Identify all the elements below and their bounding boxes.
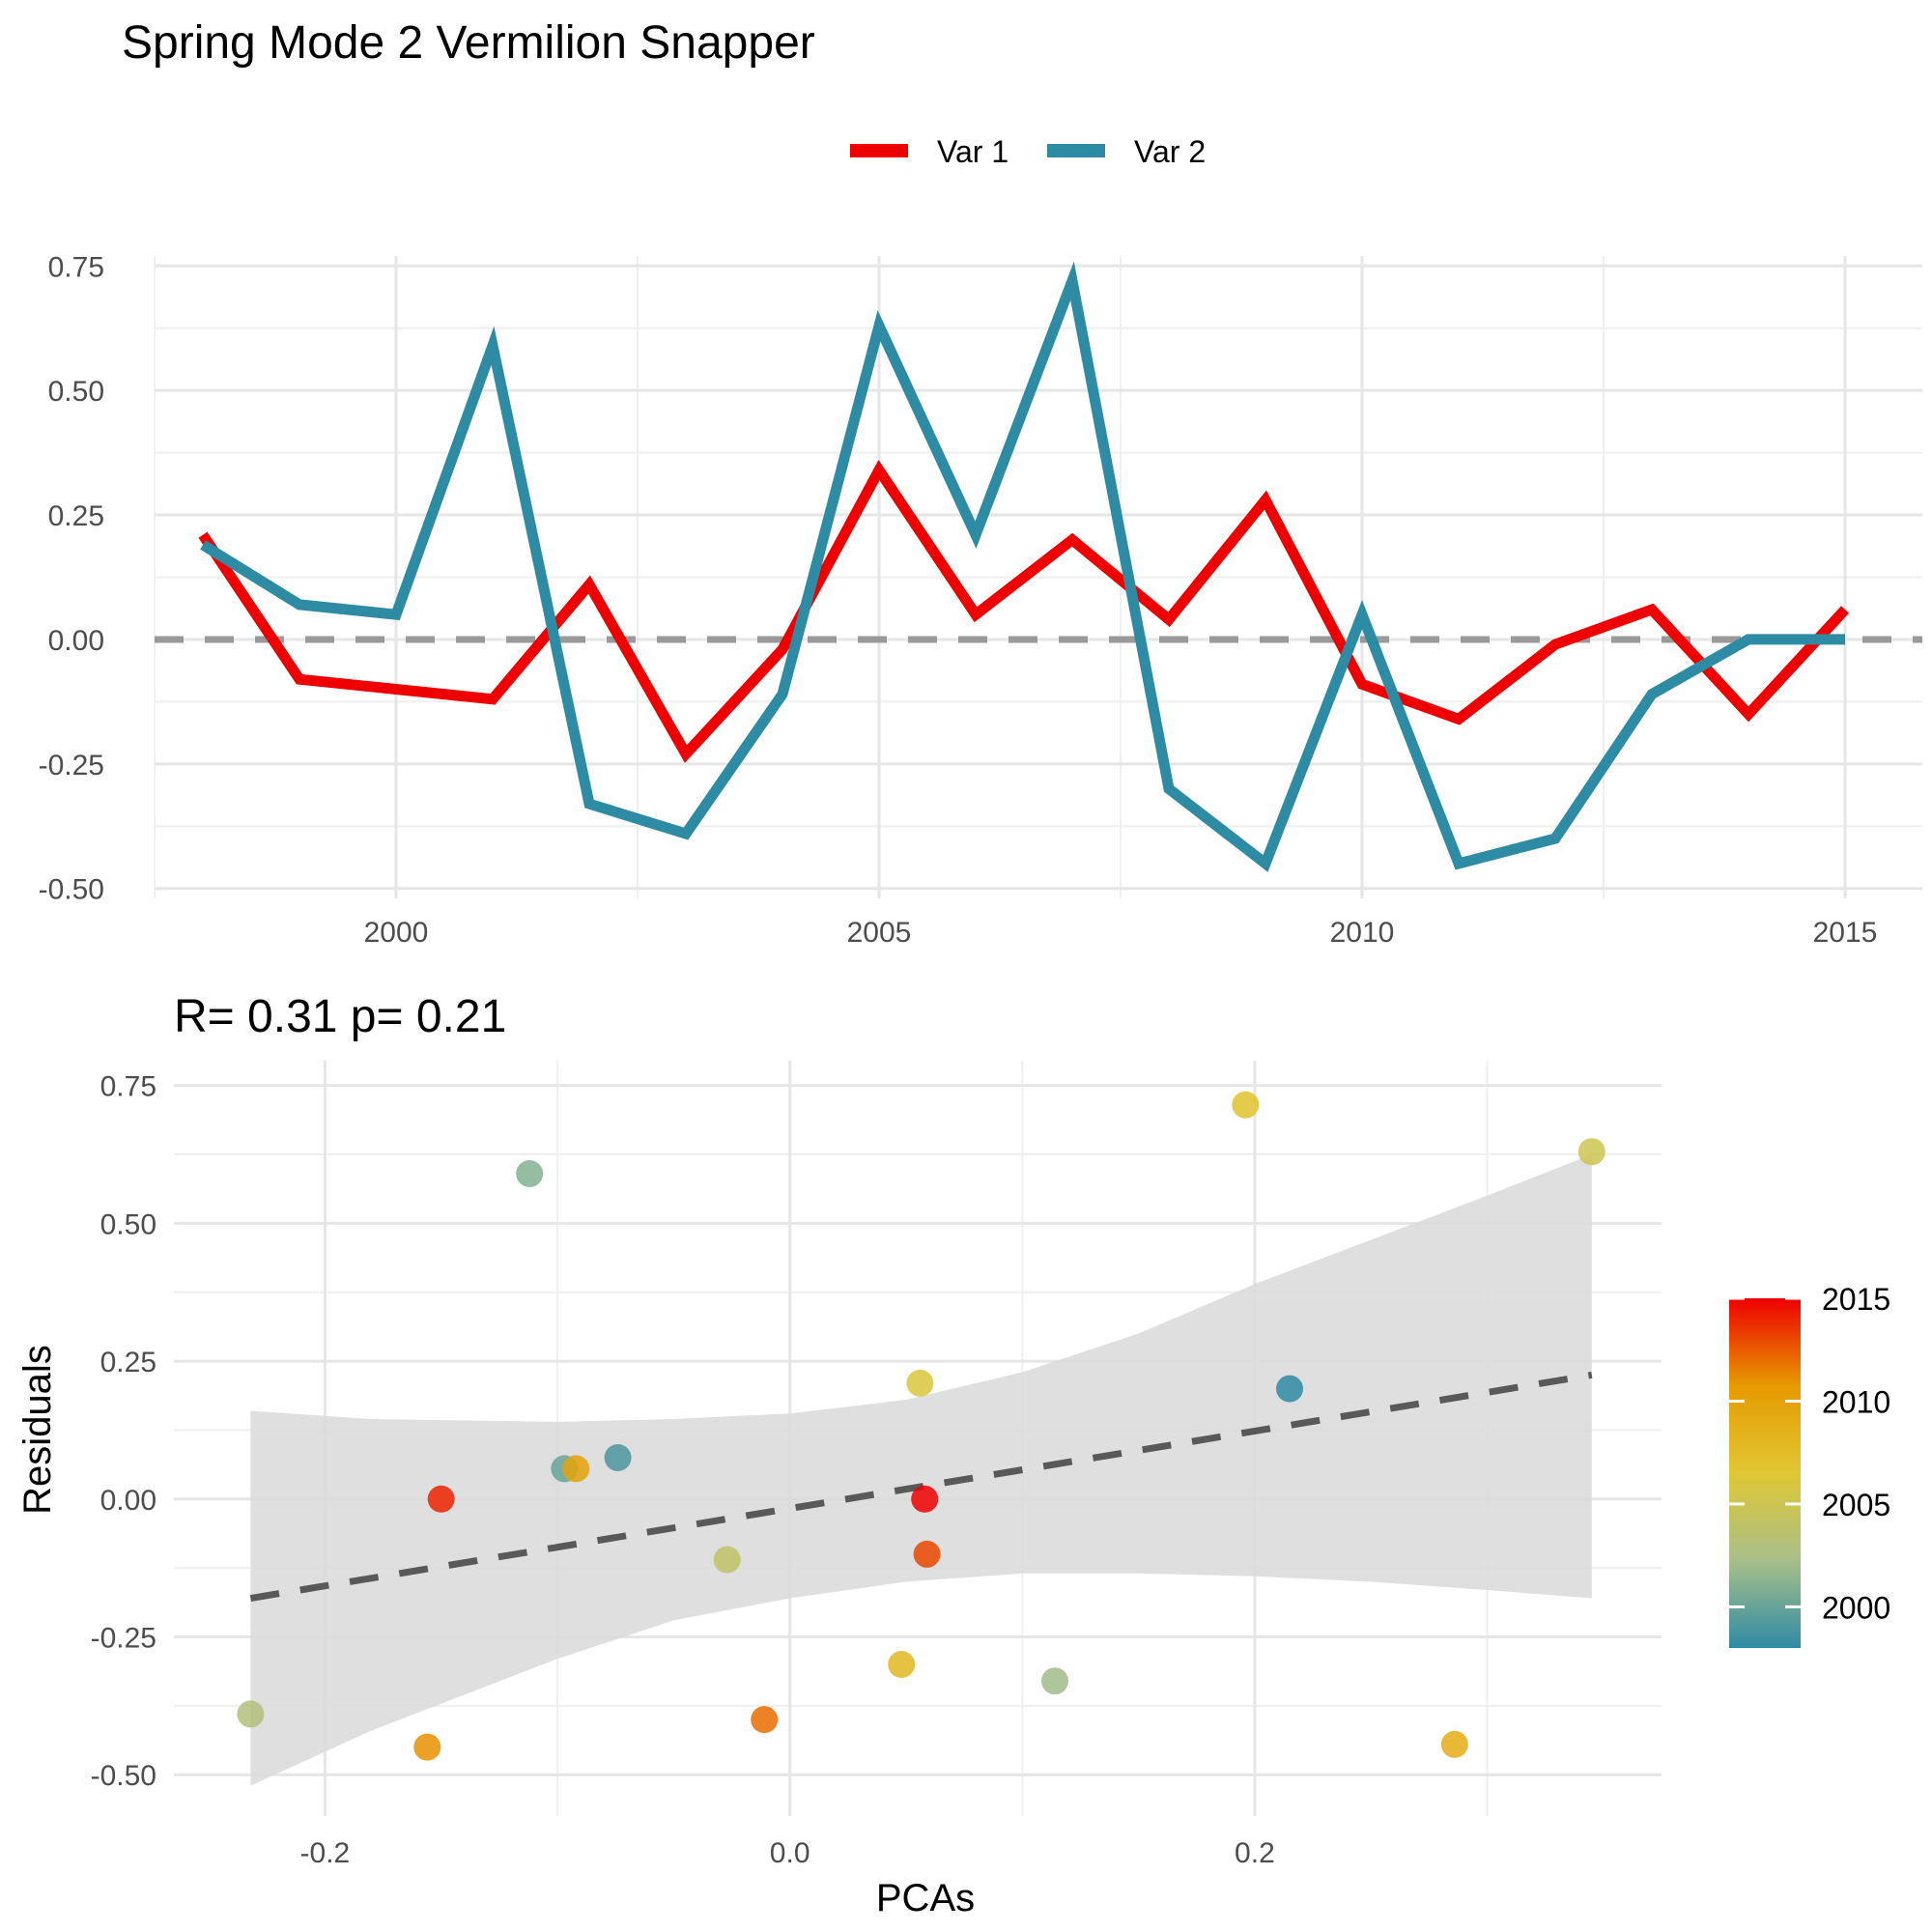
legend: Var 1 Var 2 [850, 134, 1206, 169]
y-tick-label: 0.25 [48, 500, 104, 532]
colorbar-ticks: 2000 2005 2010 2015 [1729, 1282, 1890, 1625]
scatter-point [604, 1444, 632, 1471]
colorbar-label: 2015 [1822, 1282, 1890, 1317]
scatter-point [427, 1485, 455, 1513]
colorbar-label: 2005 [1822, 1488, 1890, 1522]
scatter-point [751, 1706, 779, 1734]
x-tick-label: 2000 [364, 917, 429, 949]
x-tick-label: 0.0 [770, 1837, 810, 1869]
year-colorbar: 2000 2005 2010 2015 [1729, 1282, 1890, 1648]
confidence-band [250, 1154, 1592, 1786]
y-tick-label: -0.25 [39, 750, 104, 781]
scatter-point [1577, 1138, 1605, 1166]
scatter-point [713, 1546, 741, 1574]
scatter-point [906, 1369, 934, 1397]
scatter-point [1440, 1730, 1468, 1758]
y-tick-label: 0.50 [48, 376, 104, 408]
timeseries-y-tick-labels: -0.50 -0.25 0.00 0.25 0.50 0.75 [39, 251, 104, 905]
legend-label-var-2: Var 2 [1134, 134, 1206, 169]
scatter-point [1276, 1375, 1303, 1403]
x-tick-label: 2010 [1330, 917, 1395, 949]
scatter-point [237, 1700, 265, 1728]
x-tick-label: 0.2 [1235, 1837, 1275, 1869]
y-tick-label: -0.50 [39, 874, 104, 906]
x-tick-label: 2015 [1813, 917, 1878, 949]
scatter-panel: R= 0.31 p= 0.21 -0.50 -0.25 0.00 0.25 0.50 0.… [16, 991, 1890, 1919]
y-tick-label: 0.00 [100, 1485, 156, 1517]
timeseries-panel: Spring Mode 2 Vermilion Snapper Var 1 Va… [39, 17, 1922, 949]
correlation-title: R= 0.31 p= 0.21 [174, 991, 506, 1042]
colorbar-gradient [1729, 1298, 1801, 1648]
y-axis-title: Residuals [16, 1345, 59, 1515]
timeseries-x-tick-labels: 2000 2005 2010 2015 [364, 917, 1878, 949]
y-tick-label: 0.00 [48, 625, 104, 657]
colorbar-label: 2000 [1822, 1590, 1890, 1625]
scatter-point [911, 1485, 939, 1513]
x-tick-label: -0.2 [300, 1837, 351, 1869]
scatter-point [1232, 1091, 1260, 1119]
y-tick-label: 0.75 [48, 251, 104, 283]
x-tick-label: 2005 [847, 917, 912, 949]
scatter-points [237, 1091, 1605, 1761]
y-tick-label: -0.50 [91, 1760, 156, 1792]
scatter-point [516, 1160, 544, 1187]
timeseries-grid [154, 256, 1922, 898]
scatter-x-tick-labels: -0.2 0.0 0.2 [300, 1837, 1275, 1869]
x-axis-title: PCAs [876, 1877, 975, 1919]
scatter-point [888, 1651, 916, 1678]
y-tick-label: 0.75 [100, 1071, 156, 1103]
timeseries-title: Spring Mode 2 Vermilion Snapper [122, 17, 815, 69]
scatter-point [1041, 1667, 1068, 1695]
y-tick-label: 0.50 [100, 1208, 156, 1240]
series-line-var-2 [200, 261, 1845, 872]
scatter-point [913, 1540, 941, 1568]
y-tick-label: -0.25 [91, 1622, 156, 1654]
series-line-var-1 [198, 460, 1850, 763]
legend-label-var-1: Var 1 [937, 134, 1009, 169]
colorbar-label: 2010 [1822, 1384, 1890, 1419]
scatter-point [413, 1733, 441, 1761]
y-tick-label: 0.25 [100, 1347, 156, 1378]
scatter-y-tick-labels: -0.50 -0.25 0.00 0.25 0.50 0.75 [91, 1071, 156, 1793]
timeseries-lines [198, 261, 1850, 872]
scatter-point [562, 1455, 590, 1483]
